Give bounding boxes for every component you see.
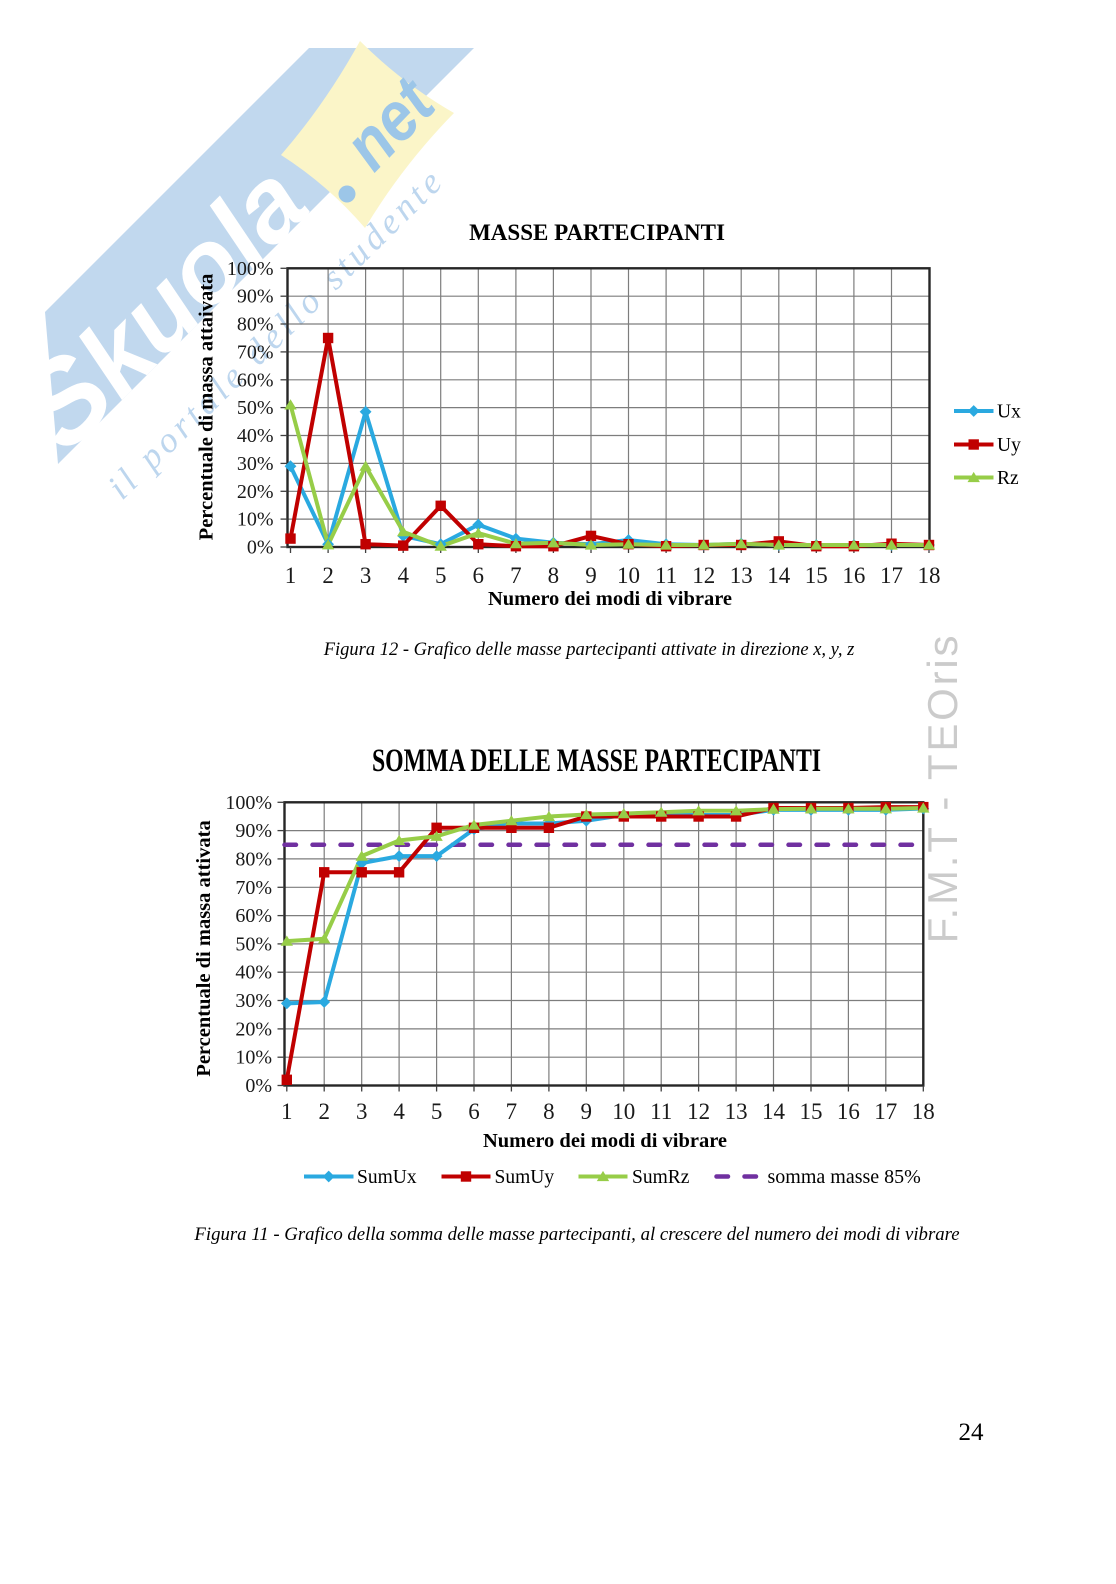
svg-text:6: 6 xyxy=(473,563,485,588)
svg-text:30%: 30% xyxy=(237,453,274,475)
svg-text:2: 2 xyxy=(322,563,334,588)
svg-text:8: 8 xyxy=(543,1099,555,1124)
svg-text:40%: 40% xyxy=(237,425,274,447)
svg-text:0%: 0% xyxy=(245,1075,272,1097)
svg-text:15: 15 xyxy=(805,563,828,588)
svg-text:Rz: Rz xyxy=(997,468,1019,489)
svg-text:70%: 70% xyxy=(237,341,274,363)
svg-text:F.M.T - TEOris: F.M.T - TEOris xyxy=(919,633,966,944)
svg-text:Percentuale di massa attivata: Percentuale di massa attivata xyxy=(193,820,215,1076)
svg-text:70%: 70% xyxy=(235,877,272,899)
svg-text:16: 16 xyxy=(837,1099,860,1124)
svg-text:20%: 20% xyxy=(237,481,274,503)
svg-text:Uy: Uy xyxy=(997,435,1021,456)
svg-text:13: 13 xyxy=(725,1099,748,1124)
svg-text:Percentuale di massa attaivata: Percentuale di massa attaivata xyxy=(196,274,218,541)
svg-text:14: 14 xyxy=(767,563,791,588)
svg-text:9: 9 xyxy=(585,563,597,588)
svg-text:50%: 50% xyxy=(237,397,274,419)
svg-text:90%: 90% xyxy=(235,820,272,842)
svg-text:30%: 30% xyxy=(235,990,272,1012)
svg-text:16: 16 xyxy=(842,563,865,588)
svg-text:8: 8 xyxy=(548,563,560,588)
svg-text:Numero dei modi di vibrare: Numero dei modi di vibrare xyxy=(488,588,732,610)
svg-text:18: 18 xyxy=(918,563,941,588)
svg-text:3: 3 xyxy=(360,563,372,588)
svg-text:11: 11 xyxy=(655,563,677,588)
svg-text:10: 10 xyxy=(612,1099,635,1124)
svg-text:14: 14 xyxy=(762,1099,786,1124)
svg-text:17: 17 xyxy=(880,563,903,588)
svg-text:50%: 50% xyxy=(235,933,272,955)
svg-text:3: 3 xyxy=(356,1099,368,1124)
svg-text:10: 10 xyxy=(617,563,640,588)
svg-text:90%: 90% xyxy=(237,286,274,308)
svg-text:18: 18 xyxy=(912,1099,935,1124)
svg-text:60%: 60% xyxy=(237,369,274,391)
svg-text:100%: 100% xyxy=(225,792,272,814)
svg-text:MASSE PARTECIPANTI: MASSE PARTECIPANTI xyxy=(469,220,725,245)
svg-text:9: 9 xyxy=(581,1099,593,1124)
svg-text:20%: 20% xyxy=(235,1018,272,1040)
svg-text:SumRz: SumRz xyxy=(632,1167,690,1188)
svg-text:7: 7 xyxy=(510,563,522,588)
svg-text:Numero dei modi di vibrare: Numero dei modi di vibrare xyxy=(483,1130,727,1152)
svg-text:7: 7 xyxy=(506,1099,518,1124)
svg-text:17: 17 xyxy=(874,1099,897,1124)
svg-text:60%: 60% xyxy=(235,905,272,927)
svg-text:40%: 40% xyxy=(235,962,272,984)
svg-text:80%: 80% xyxy=(237,314,274,336)
svg-text:6: 6 xyxy=(468,1099,480,1124)
svg-text:SumUy: SumUy xyxy=(495,1167,555,1188)
svg-text:4: 4 xyxy=(393,1099,405,1124)
svg-text:100%: 100% xyxy=(227,258,274,280)
svg-text:15: 15 xyxy=(800,1099,823,1124)
svg-text:1: 1 xyxy=(285,563,297,588)
svg-text:Figura 11 - Grafico della somm: Figura 11 - Grafico della somma delle ma… xyxy=(193,1224,959,1245)
svg-text:12: 12 xyxy=(687,1099,710,1124)
svg-text:12: 12 xyxy=(692,563,715,588)
svg-text:10%: 10% xyxy=(235,1047,272,1069)
svg-text:SumUx: SumUx xyxy=(357,1167,417,1188)
svg-text:13: 13 xyxy=(730,563,753,588)
svg-text:11: 11 xyxy=(650,1099,672,1124)
svg-text:SOMMA DELLE MASSE PARTECIPANTI: SOMMA DELLE MASSE PARTECIPANTI xyxy=(372,742,821,779)
svg-text:10%: 10% xyxy=(237,509,274,531)
svg-text:2: 2 xyxy=(318,1099,330,1124)
svg-text:5: 5 xyxy=(435,563,447,588)
svg-text:somma masse 85%: somma masse 85% xyxy=(768,1166,921,1188)
svg-text:0%: 0% xyxy=(247,537,274,559)
svg-text:4: 4 xyxy=(397,563,409,588)
svg-text:1: 1 xyxy=(281,1099,293,1124)
svg-text:Ux: Ux xyxy=(997,402,1021,423)
svg-text:5: 5 xyxy=(431,1099,443,1124)
svg-text:80%: 80% xyxy=(235,848,272,870)
svg-text:24: 24 xyxy=(959,1419,985,1446)
svg-text:Figura 12 - Grafico delle mass: Figura 12 - Grafico delle masse partecip… xyxy=(323,640,855,660)
